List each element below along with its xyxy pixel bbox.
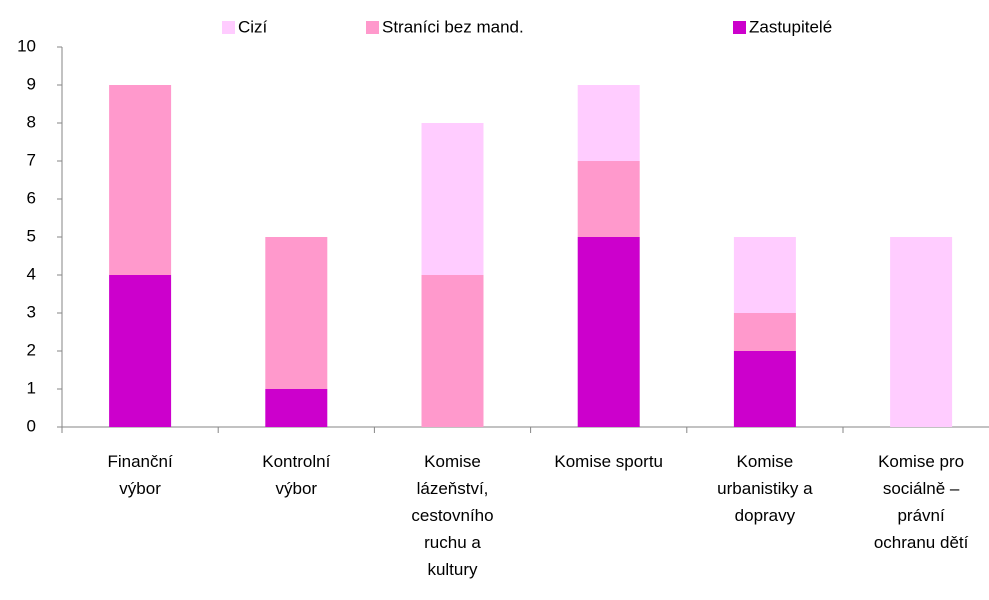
legend-swatch xyxy=(733,21,746,34)
x-tick-label: Finanční výbor xyxy=(107,452,172,498)
x-tick-label-line: Komise sportu xyxy=(554,452,663,471)
legend-swatch xyxy=(222,21,235,34)
x-tick-label: Komise lázeňství, cestovního ruchu a kultury xyxy=(411,452,493,579)
y-tick-label: 7 xyxy=(27,150,36,169)
legend-label: Cizí xyxy=(238,17,268,36)
y-tick-label: 3 xyxy=(27,302,36,321)
bar-segment xyxy=(421,123,484,275)
bar-segment xyxy=(890,237,953,427)
x-tick-label: Kontrolní výbor xyxy=(262,452,330,498)
bar-segment xyxy=(265,389,328,427)
x-tick-label-line: cestovního xyxy=(411,506,493,525)
y-tick-label: 10 xyxy=(17,36,36,55)
x-tick-label-line: právní xyxy=(897,506,945,525)
bar-segment xyxy=(733,313,796,351)
bar-segment xyxy=(109,85,172,275)
x-tick-label-line: Finanční xyxy=(107,452,172,471)
bar-segment xyxy=(265,237,328,389)
x-tick-label-line: ochranu dětí xyxy=(874,533,969,552)
bar-segment xyxy=(109,275,172,427)
x-tick-label-line: Komise xyxy=(737,452,794,471)
x-tick-label-line: Kontrolní xyxy=(262,452,330,471)
bar-segment xyxy=(577,85,640,161)
bar-segment xyxy=(733,237,796,313)
x-tick-label-line: urbanistiky a xyxy=(717,479,813,498)
x-tick-label-line: výbor xyxy=(119,479,161,498)
x-tick-label: Komise sportu xyxy=(554,452,663,471)
y-tick-label: 0 xyxy=(27,416,36,435)
x-tick-label-line: kultury xyxy=(427,560,478,579)
x-tick-label-line: sociálně – xyxy=(883,479,960,498)
bar-segment xyxy=(733,351,796,427)
x-tick-label: Komise pro sociálně – právní ochranu dětí xyxy=(874,452,969,552)
x-tick-label-line: Komise xyxy=(424,452,481,471)
y-tick-label: 9 xyxy=(27,74,36,93)
legend-label: Straníci bez mand. xyxy=(382,17,524,36)
legend-label: Zastupitelé xyxy=(749,17,832,36)
x-tick-label: Komise urbanistiky a dopravy xyxy=(717,452,813,525)
x-tick-label-line: dopravy xyxy=(735,506,796,525)
legend-swatch xyxy=(366,21,379,34)
y-tick-label: 5 xyxy=(27,226,36,245)
bar-segment xyxy=(577,237,640,427)
x-tick-label-line: lázeňství, xyxy=(417,479,489,498)
x-tick-label-line: ruchu a xyxy=(424,533,481,552)
bar-segment xyxy=(421,275,484,427)
y-tick-label: 1 xyxy=(27,378,36,397)
y-tick-label: 6 xyxy=(27,188,36,207)
y-tick-label: 2 xyxy=(27,340,36,359)
x-tick-label-line: výbor xyxy=(276,479,318,498)
y-tick-label: 8 xyxy=(27,112,36,131)
bar-segment xyxy=(577,161,640,237)
x-tick-label-line: Komise pro xyxy=(878,452,964,471)
y-tick-label: 4 xyxy=(27,264,36,283)
